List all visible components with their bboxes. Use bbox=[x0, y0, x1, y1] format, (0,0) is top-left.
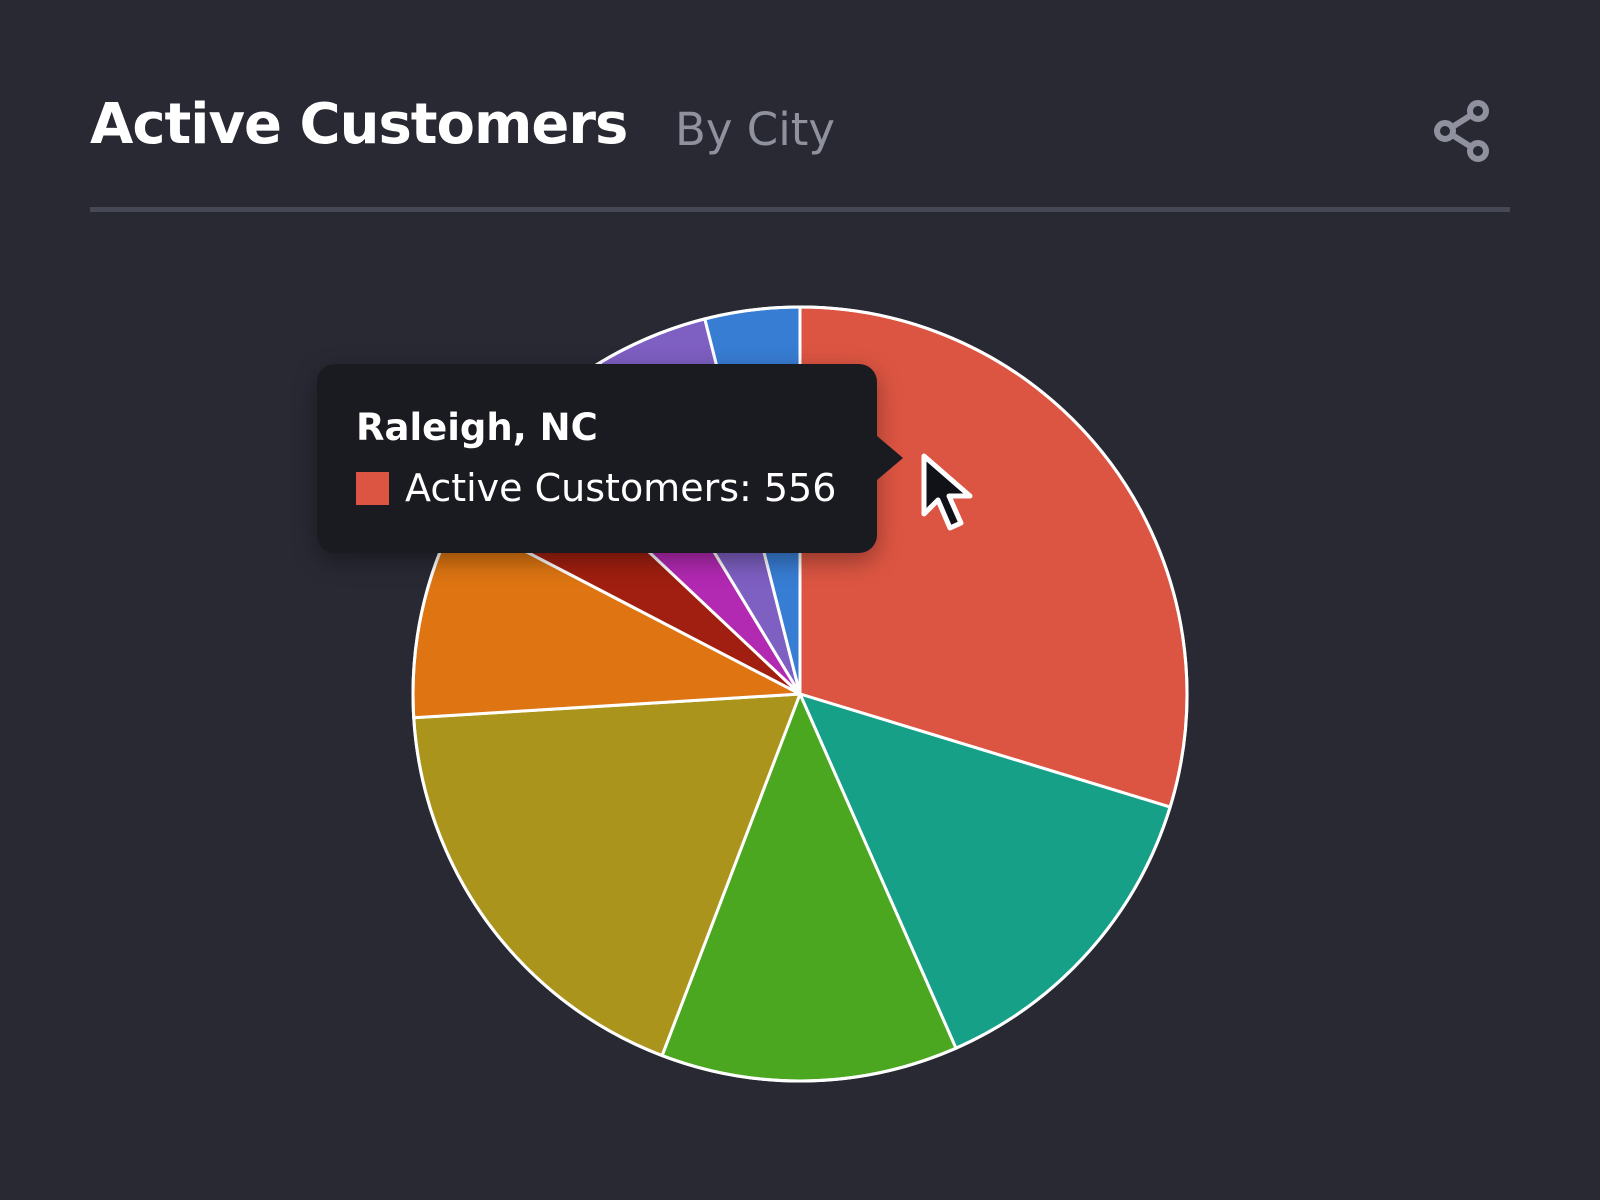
chart-tooltip: Raleigh, NC Active Customers: 556 bbox=[317, 364, 903, 553]
share-icon bbox=[1434, 100, 1489, 162]
chart-title: Active Customers bbox=[90, 92, 628, 157]
tooltip-category: Raleigh, NC bbox=[356, 406, 598, 449]
arrow-cursor-icon bbox=[921, 453, 973, 531]
pie-outline bbox=[411, 305, 1189, 1083]
header-divider bbox=[90, 207, 1510, 212]
chart-subtitle: By City bbox=[675, 103, 836, 156]
tooltip-series-swatch bbox=[356, 472, 389, 505]
share-button[interactable] bbox=[1432, 98, 1492, 164]
chart-header: Active Customers By City bbox=[90, 92, 1510, 172]
tooltip-arrow bbox=[877, 436, 903, 480]
mouse-cursor bbox=[918, 452, 990, 542]
tooltip-value-line: Active Customers: 556 bbox=[405, 466, 837, 510]
